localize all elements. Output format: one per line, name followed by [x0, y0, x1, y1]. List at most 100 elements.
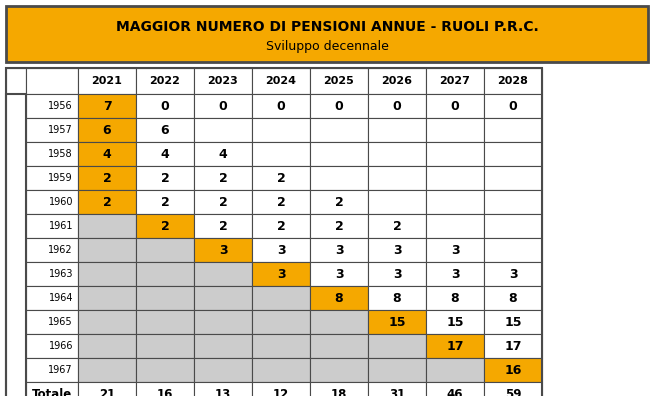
Text: 7: 7	[103, 99, 111, 112]
Bar	[310, 142, 368, 166]
Text: 2: 2	[161, 196, 169, 209]
Bar	[252, 358, 310, 382]
Bar	[484, 94, 542, 118]
Text: 16: 16	[157, 388, 173, 396]
Bar	[26, 190, 78, 214]
Bar	[136, 262, 194, 286]
Text: I: I	[14, 337, 18, 346]
Bar	[252, 214, 310, 238]
Bar	[78, 166, 136, 190]
Text: 0: 0	[218, 99, 228, 112]
Bar	[368, 166, 426, 190]
Text: Totale: Totale	[32, 388, 72, 396]
Bar	[368, 382, 426, 396]
Text: S: S	[12, 156, 19, 165]
Text: C: C	[12, 354, 20, 363]
Bar	[484, 118, 542, 142]
Bar	[136, 166, 194, 190]
Text: E: E	[13, 387, 19, 396]
Text: 6: 6	[161, 124, 169, 137]
Text: 0: 0	[335, 99, 343, 112]
Bar	[484, 286, 542, 310]
Bar	[252, 310, 310, 334]
Text: 2021: 2021	[92, 76, 122, 86]
Bar	[252, 238, 310, 262]
Bar	[6, 6, 648, 62]
Text: 1959: 1959	[48, 173, 73, 183]
Bar	[426, 94, 484, 118]
Bar	[136, 382, 194, 396]
Bar	[252, 142, 310, 166]
Bar	[368, 238, 426, 262]
Text: 2026: 2026	[381, 76, 413, 86]
Bar	[78, 238, 136, 262]
Text: 1962: 1962	[48, 245, 73, 255]
Bar	[26, 68, 78, 94]
Text: 8: 8	[451, 291, 459, 305]
Bar	[6, 310, 26, 334]
Bar	[426, 382, 484, 396]
Bar	[426, 286, 484, 310]
Text: A: A	[12, 305, 20, 313]
Text: 4: 4	[161, 147, 169, 160]
Bar	[252, 262, 310, 286]
Text: MAGGIOR NUMERO DI PENSIONI ANNUE - RUOLI P.R.C.: MAGGIOR NUMERO DI PENSIONI ANNUE - RUOLI…	[116, 20, 538, 34]
Bar	[310, 118, 368, 142]
Text: 13: 13	[215, 388, 231, 396]
Bar	[484, 358, 542, 382]
Bar	[368, 68, 426, 94]
Text: 17: 17	[446, 339, 464, 352]
Bar	[78, 286, 136, 310]
Bar	[426, 142, 484, 166]
Bar	[310, 94, 368, 118]
Bar	[426, 310, 484, 334]
Text: 3: 3	[451, 268, 459, 280]
Text: 2: 2	[218, 196, 228, 209]
Bar	[310, 286, 368, 310]
Bar	[194, 190, 252, 214]
Bar	[194, 238, 252, 262]
Text: N: N	[12, 238, 20, 247]
Bar	[252, 166, 310, 190]
Bar	[310, 310, 368, 334]
Text: 59: 59	[505, 388, 521, 396]
Bar	[136, 68, 194, 94]
Text: 3: 3	[277, 268, 285, 280]
Text: S: S	[12, 172, 19, 181]
Text: 4: 4	[218, 147, 228, 160]
Text: 3: 3	[335, 244, 343, 257]
Bar	[426, 166, 484, 190]
Text: C: C	[12, 106, 20, 115]
Text: 2022: 2022	[150, 76, 181, 86]
Bar	[6, 238, 26, 262]
Bar	[426, 190, 484, 214]
Bar	[484, 68, 542, 94]
Bar	[6, 286, 26, 310]
Text: F: F	[13, 321, 19, 330]
Bar	[310, 166, 368, 190]
Text: 8: 8	[509, 291, 517, 305]
Text: 3: 3	[277, 244, 285, 257]
Text: 3: 3	[218, 244, 228, 257]
Bar	[368, 94, 426, 118]
Bar	[484, 382, 542, 396]
Bar	[194, 166, 252, 190]
Bar	[252, 334, 310, 358]
Bar	[78, 68, 136, 94]
Bar	[310, 238, 368, 262]
Bar	[26, 94, 78, 118]
Text: 2: 2	[277, 171, 285, 185]
Text: 2: 2	[161, 171, 169, 185]
Bar	[310, 382, 368, 396]
Bar	[252, 286, 310, 310]
Text: R: R	[12, 288, 20, 297]
Bar	[136, 142, 194, 166]
Bar	[78, 142, 136, 166]
Bar	[484, 190, 542, 214]
Bar	[6, 166, 26, 190]
Text: 4: 4	[103, 147, 111, 160]
Bar	[26, 238, 78, 262]
Bar	[78, 118, 136, 142]
Bar	[484, 214, 542, 238]
Bar	[252, 190, 310, 214]
